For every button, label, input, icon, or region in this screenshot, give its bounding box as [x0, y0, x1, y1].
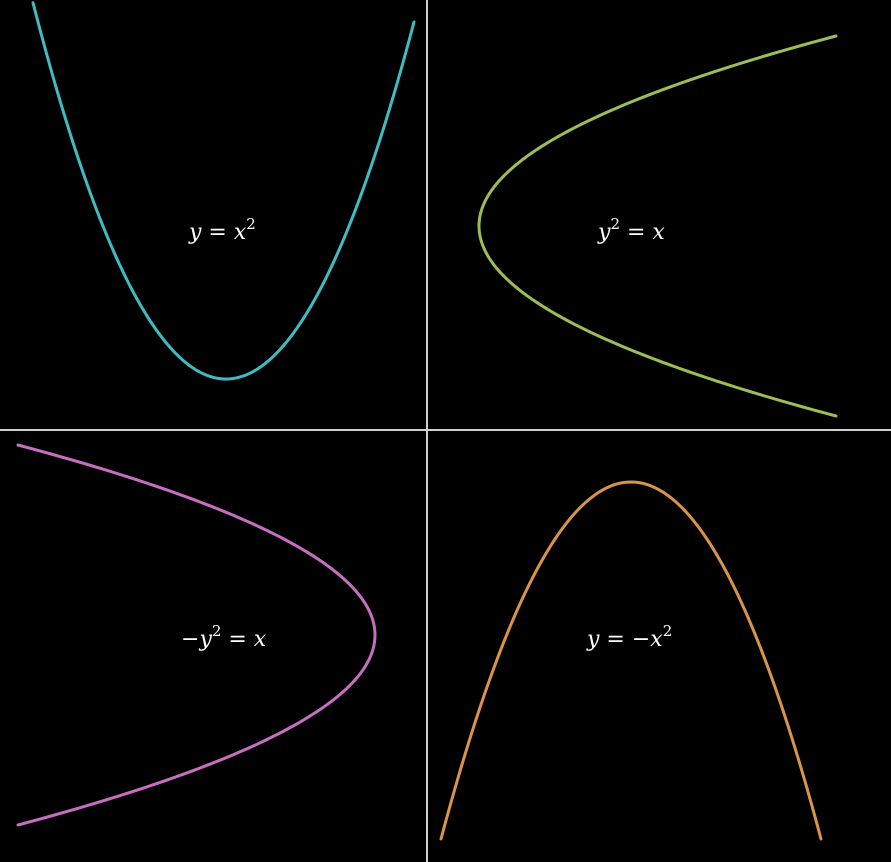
eq-bl-var-y: y	[198, 627, 212, 652]
eq-bl-var-x: x	[254, 627, 267, 652]
eq-tr-var-x: x	[652, 220, 665, 245]
equation-label-bottom-right: y = −x2	[586, 622, 672, 652]
parabola-curve-bottom-left	[16, 443, 377, 827]
eq-bl-minus: −	[181, 627, 199, 652]
eq-tl-equals: =	[201, 220, 233, 245]
parabola-curve-top-right	[477, 34, 838, 418]
eq-tl-var-x: x	[234, 220, 247, 245]
eq-br-var-y: y	[586, 627, 600, 652]
eq-tr-var-y: y	[597, 220, 611, 245]
equation-label-top-right: y2 = x	[597, 215, 665, 245]
equation-label-top-left: y = x2	[188, 215, 256, 245]
eq-tl-exponent: 2	[246, 215, 256, 233]
eq-br-var-x: x	[650, 627, 663, 652]
parabola-curve-bottom-right	[439, 480, 823, 841]
eq-bl-exponent: 2	[212, 622, 222, 640]
eq-tr-exponent: 2	[610, 215, 620, 233]
eq-tl-var-y: y	[188, 220, 202, 245]
equation-label-bottom-left: −y2 = x	[181, 622, 267, 652]
parabola-curve-top-left	[31, 1, 416, 381]
eq-bl-equals: =	[221, 627, 253, 652]
eq-br-equals-minus: = −	[599, 627, 650, 652]
eq-br-exponent: 2	[663, 622, 673, 640]
eq-tr-equals: =	[620, 220, 652, 245]
